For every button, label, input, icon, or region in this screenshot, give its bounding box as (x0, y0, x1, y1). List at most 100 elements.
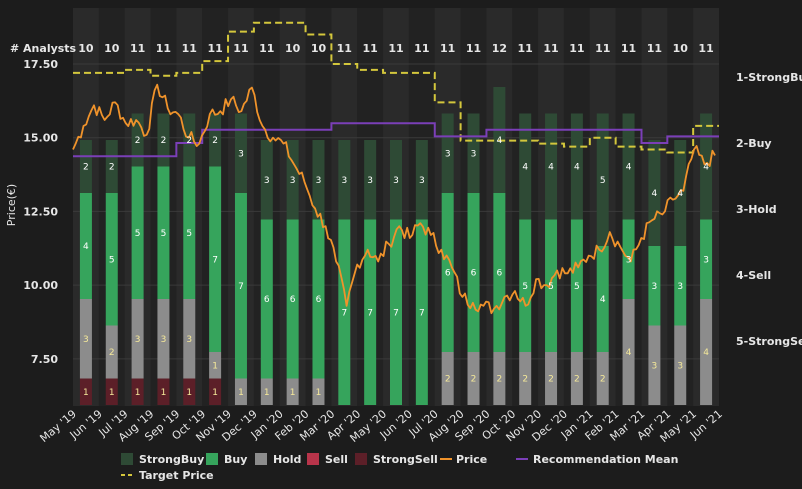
bar-value-label: 5 (574, 282, 580, 292)
analyst-count: 11 (363, 42, 378, 55)
bar-strongbuy (183, 113, 196, 167)
bar-buy (415, 219, 428, 405)
bar-value-label: 1 (186, 388, 192, 398)
bar-strongsell (157, 378, 170, 405)
bar-buy (79, 193, 92, 299)
legend-price: Price (456, 453, 487, 466)
bar-value-label: 7 (238, 282, 244, 292)
analyst-count: 10 (311, 42, 327, 55)
legend: StrongBuy Buy Hold Sell StrongSell Price… (121, 453, 678, 482)
bar-value-label: 5 (186, 229, 192, 239)
bar-value-label: 5 (548, 282, 554, 292)
bar-value-label: 4 (600, 295, 606, 305)
bar-strongbuy (622, 113, 635, 220)
y-tick-label: 15.00 (23, 132, 58, 145)
bar-value-label: 2 (445, 375, 451, 385)
bar-value-label: 4 (703, 348, 709, 358)
rec-scale-label: 2-Buy (736, 137, 772, 150)
bar-strongbuy (441, 113, 454, 193)
bar-value-label: 7 (367, 308, 373, 318)
bar-value-label: 3 (290, 176, 296, 186)
bar-value-label: 6 (316, 295, 322, 305)
legend-hold: Hold (273, 453, 301, 466)
bar-value-label: 3 (652, 282, 658, 292)
legend-swatch-strongbuy (121, 453, 133, 465)
bar-value-label: 3 (471, 149, 477, 159)
bar-buy (260, 219, 273, 379)
legend-strongbuy: StrongBuy (139, 453, 204, 466)
bar-value-label: 4 (522, 163, 528, 173)
bar-value-label: 7 (419, 308, 425, 318)
bar-value-label: 7 (341, 308, 347, 318)
bar-value-label: 5 (135, 229, 141, 239)
bar-value-label: 5 (161, 229, 167, 239)
analysts-label: # Analysts (10, 42, 77, 55)
bar-hold (622, 299, 635, 405)
bar-hold (545, 352, 558, 405)
bar-value-label: 3 (652, 361, 658, 371)
analyst-count: 11 (569, 42, 584, 55)
bar-strongbuy (312, 140, 325, 220)
analyst-count: 11 (698, 42, 713, 55)
bar-value-label: 3 (626, 255, 632, 265)
bar-value-label: 4 (677, 189, 683, 199)
bar-hold (648, 325, 661, 405)
bar-value-label: 5 (600, 176, 606, 186)
bar-value-label: 3 (703, 255, 709, 265)
bar-value-label: 6 (445, 269, 451, 279)
bar-value-label: 1 (83, 388, 89, 398)
bar-hold (79, 299, 92, 379)
legend-swatch-sell (307, 453, 319, 465)
bar-strongbuy (286, 140, 299, 220)
analyst-count: 11 (233, 42, 248, 55)
bar-strongbuy (390, 140, 402, 220)
bar-value-label: 1 (135, 388, 141, 398)
bar-buy (286, 219, 299, 379)
bar-hold (183, 299, 196, 379)
bar-strongbuy (415, 140, 428, 220)
bar-value-label: 2 (212, 136, 218, 146)
bar-value-label: 3 (367, 176, 373, 186)
bar-strongbuy (209, 113, 222, 167)
bar-strongbuy (79, 140, 92, 193)
bar-value-label: 1 (290, 388, 296, 398)
bar-value-label: 1 (316, 388, 322, 398)
bar-buy (493, 193, 506, 352)
bar-hold (105, 325, 118, 379)
bar-value-label: 3 (186, 335, 192, 345)
bar-strongbuy (234, 113, 247, 193)
bar-strongsell (131, 378, 144, 405)
bar-value-label: 6 (264, 295, 270, 305)
bar-value-label: 4 (496, 136, 502, 146)
bar-strongbuy (545, 113, 558, 220)
analyst-count: 11 (466, 42, 481, 55)
bar-hold (131, 299, 144, 379)
bar-value-label: 2 (109, 348, 115, 358)
bar-buy (338, 219, 351, 405)
bar-value-label: 2 (186, 136, 192, 146)
bar-hold (157, 299, 170, 379)
bar-value-label: 4 (703, 163, 709, 173)
bar-value-label: 3 (341, 176, 347, 186)
legend-buy: Buy (224, 453, 247, 466)
bar-buy (519, 219, 532, 352)
analyst-count: 11 (595, 42, 610, 55)
bar-value-label: 1 (161, 388, 167, 398)
bar-value-label: 4 (83, 242, 89, 252)
bar-value-label: 7 (393, 308, 399, 318)
bar-strongbuy (105, 140, 118, 193)
bar-value-label: 3 (83, 335, 89, 345)
bar-value-label: 1 (109, 388, 115, 398)
bar-strongbuy (157, 113, 170, 167)
bar-value-label: 4 (548, 163, 554, 173)
bar-buy (364, 219, 377, 405)
bar-hold (441, 352, 454, 405)
bar-value-label: 3 (316, 176, 322, 186)
y-tick-label: 17.50 (23, 58, 58, 71)
target-price-line (73, 21, 719, 154)
bar-buy (648, 246, 661, 326)
legend-sell: Sell (325, 453, 348, 466)
bar-value-label: 1 (212, 388, 218, 398)
bar-value-label: 3 (677, 361, 683, 371)
